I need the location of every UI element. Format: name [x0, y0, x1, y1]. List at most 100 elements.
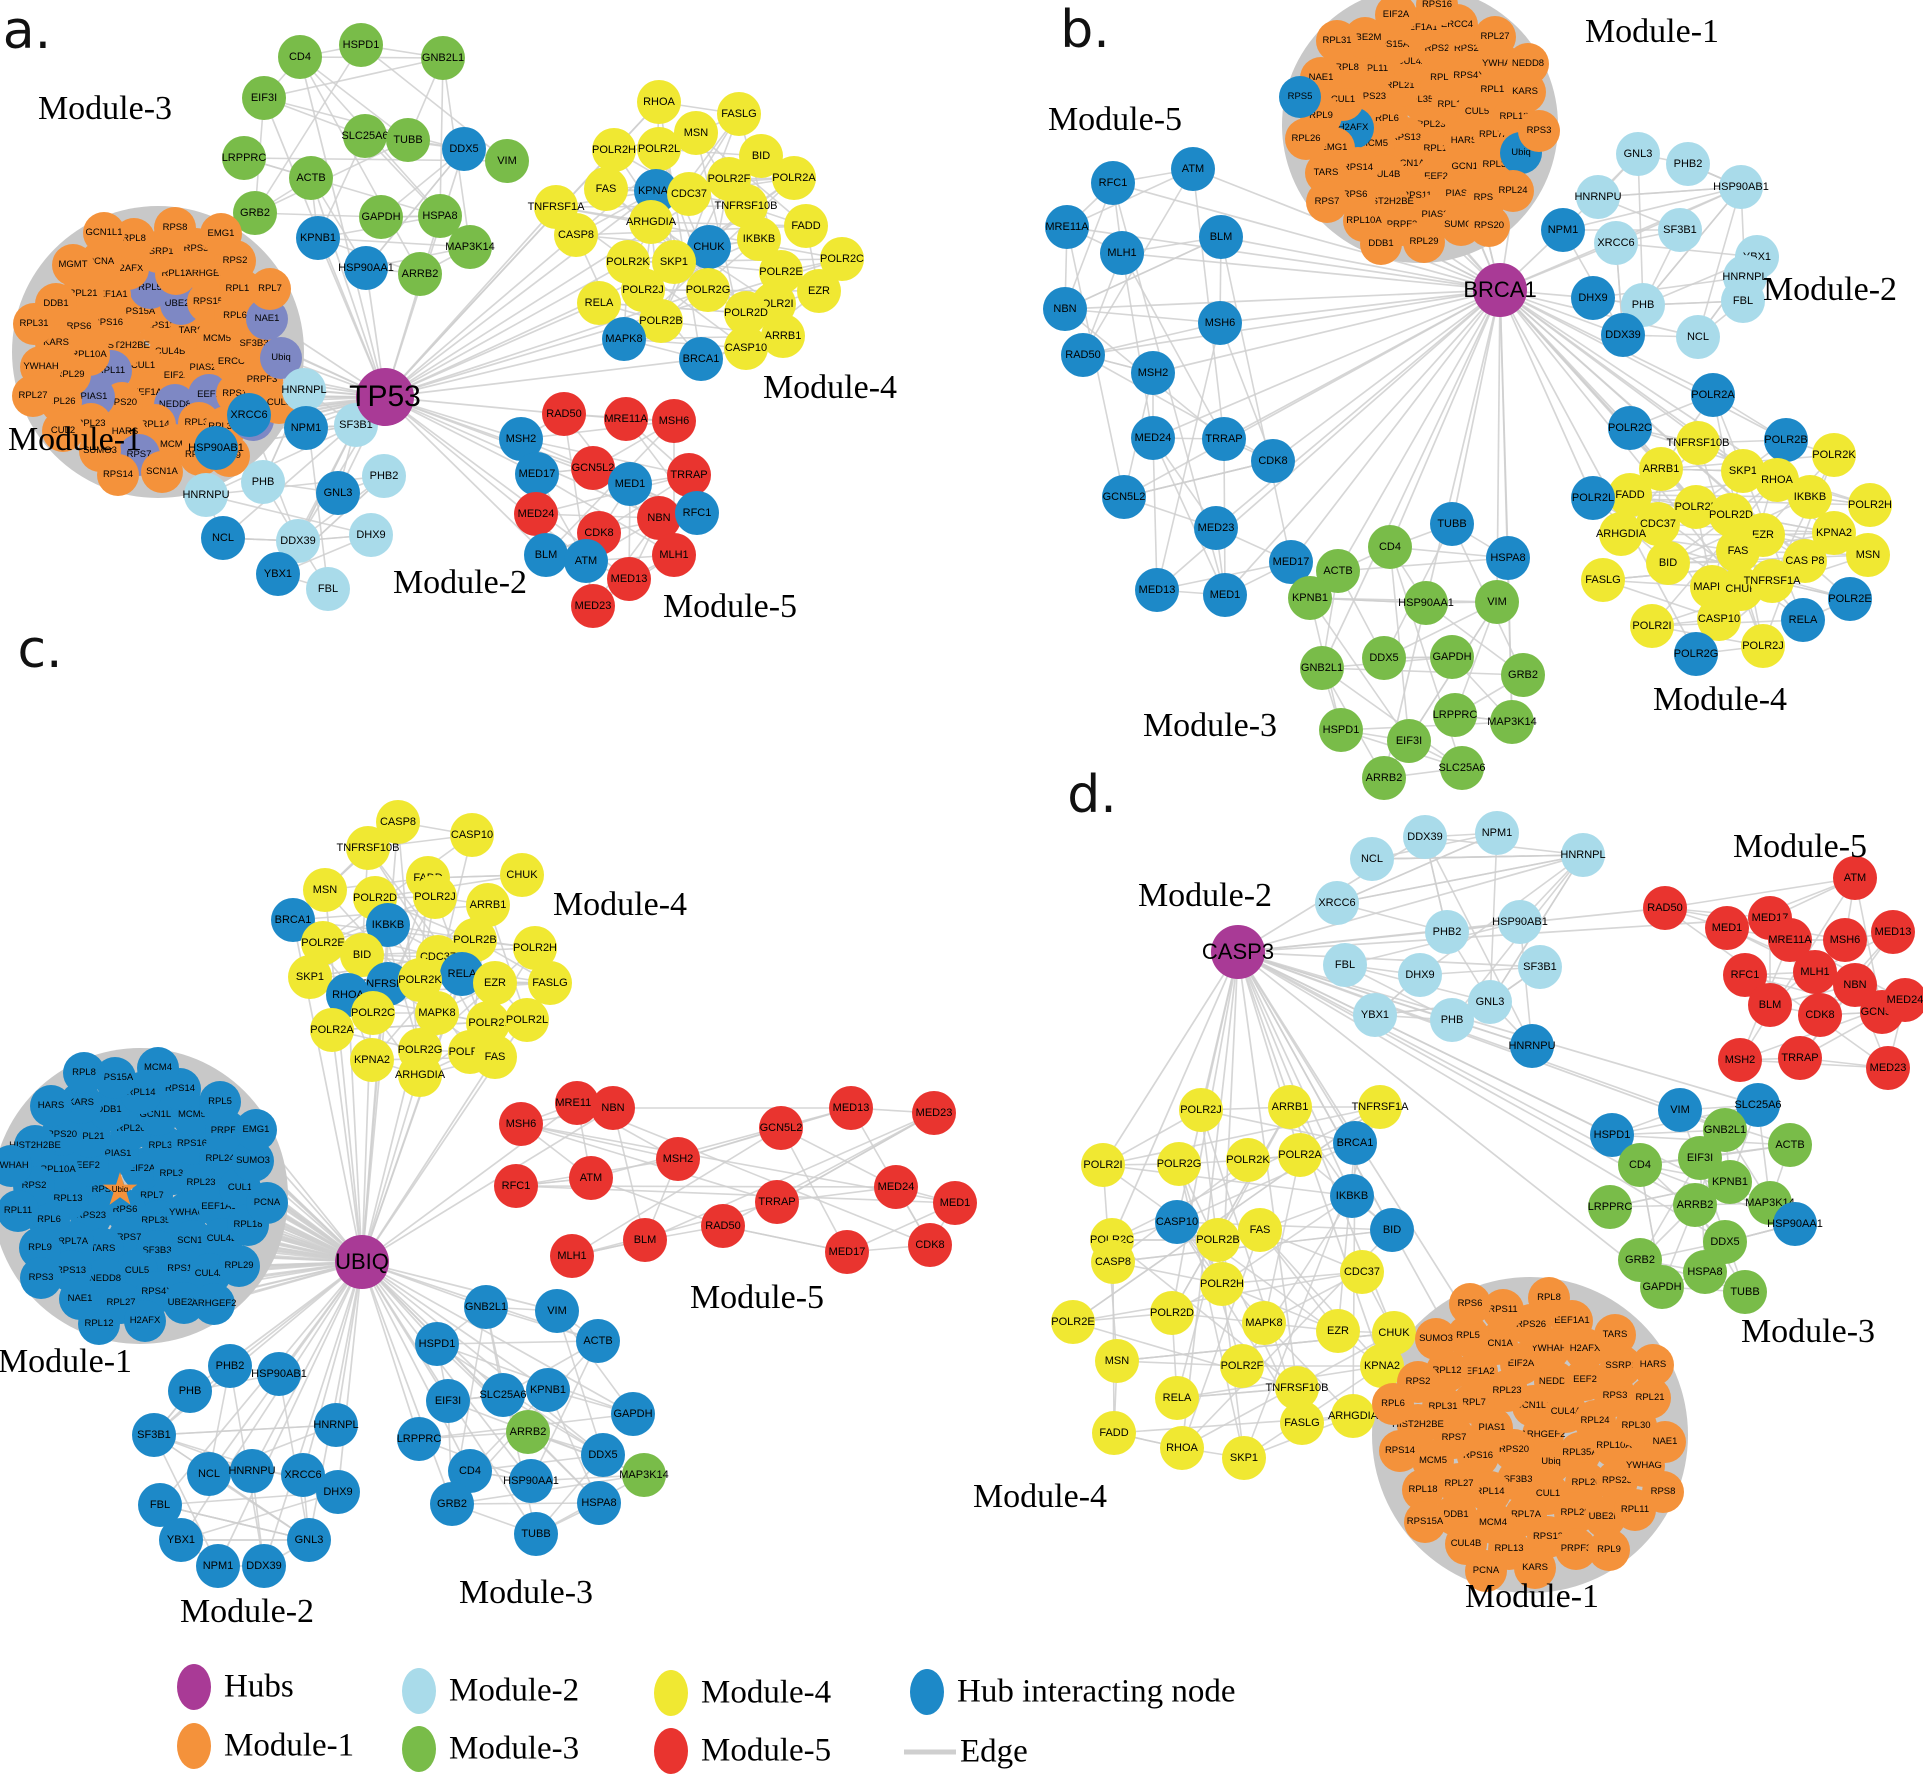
- node-b-MED23: MED23: [1194, 506, 1238, 550]
- node-c-NBN: NBN: [591, 1086, 635, 1130]
- edge: [322, 834, 473, 944]
- node-a-KPNB1: KPNB1: [296, 216, 340, 260]
- node-a-POLR2A: POLR2A: [772, 156, 816, 200]
- edge: [1321, 289, 1501, 669]
- edge: [254, 44, 362, 214]
- node-b-ARHGDIA: ARHGDIA: [1596, 512, 1646, 556]
- node-b-EIF2A: EIF2A: [1375, 0, 1417, 36]
- node-d-CDC37: CDC37: [1340, 1250, 1384, 1294]
- edge: [1237, 854, 1584, 953]
- edge: [361, 1261, 634, 1415]
- node-b-NBN: NBN: [1043, 287, 1087, 331]
- node-a-SLC25A6: SLC25A6: [341, 114, 389, 158]
- node-d-POLR2G: POLR2G: [1157, 1142, 1201, 1186]
- edge: [695, 132, 807, 227]
- node-d-HSP90AA1: HSP90AA1: [1767, 1202, 1823, 1246]
- node-c-MSH6: MSH6: [499, 1102, 543, 1146]
- edge: [1219, 289, 1501, 324]
- node-a-MAPK8: MAPK8: [602, 317, 646, 361]
- node-b-GRB2: GRB2: [1501, 653, 1545, 697]
- node-a-CASP8: CASP8: [554, 213, 598, 257]
- node-c-SF3B1: SF3B1: [132, 1413, 176, 1457]
- node-b-GNB2L1: GNB2L1: [1300, 646, 1344, 690]
- edge: [153, 1434, 310, 1541]
- node-b-SF3B1: SF3B1: [1658, 208, 1702, 252]
- node-a-MAP3K14: MAP3K14: [445, 225, 495, 269]
- legend-swatch-Module-3: [402, 1726, 436, 1772]
- node-d-EZR: EZR: [1316, 1309, 1360, 1353]
- node-d-KARS: KARS: [1514, 1547, 1556, 1589]
- edge: [1651, 479, 1778, 627]
- node-c-DDX39: DDX39: [242, 1544, 286, 1588]
- node-c-MSH2: MSH2: [656, 1137, 700, 1181]
- edge: [520, 1123, 778, 1203]
- node-d-RPS8: RPS8: [1642, 1471, 1684, 1513]
- node-c-KPNA2: KPNA2: [350, 1038, 394, 1082]
- node-a-POLR2B: POLR2B: [639, 299, 683, 343]
- node-a-FBL: FBL: [306, 567, 350, 611]
- node-d-MED24: MED24: [1883, 978, 1923, 1022]
- node-d-SUMO3: SUMO3: [1415, 1318, 1457, 1360]
- node-b-RPS7: RPS7: [1306, 181, 1348, 223]
- node-c-EIF3I: EIF3I: [426, 1379, 470, 1423]
- node-d-MAPK8: MAPK8: [1242, 1301, 1286, 1345]
- edge: [205, 494, 372, 536]
- legend-label-Hub-interacting-node: Hub interacting node: [957, 1673, 1236, 1710]
- module-title-d-Module-5: Module-5: [1732, 828, 1868, 865]
- edge: [1499, 289, 1787, 441]
- node-c-POLR2C: POLR2C: [351, 991, 395, 1035]
- node-b-RELA: RELA: [1781, 598, 1825, 642]
- node-c-EMG1: EMG1: [235, 1109, 277, 1151]
- node-d-ARRB1: ARRB1: [1268, 1085, 1312, 1129]
- node-b-CDC37: CDC37: [1636, 502, 1680, 546]
- edge: [1592, 276, 1746, 299]
- edge: [1243, 1106, 1381, 1459]
- node-b-POLR2I: POLR2I: [1630, 604, 1674, 648]
- node-b-HSP90AA1: HSP90AA1: [1398, 581, 1454, 625]
- node-b-TRRAP: TRRAP: [1202, 417, 1246, 461]
- legend-label-Module-4: Module-4: [701, 1674, 832, 1711]
- edge: [361, 1261, 453, 1505]
- node-a-PHB: PHB: [241, 460, 285, 504]
- edge: [1181, 951, 1239, 1449]
- edge: [361, 1261, 471, 1472]
- node-d-FBL: FBL: [1323, 943, 1367, 987]
- node-d-BID: BID: [1370, 1208, 1414, 1252]
- node-c-HSPD1: HSPD1: [415, 1322, 459, 1366]
- edge: [530, 1340, 599, 1482]
- legend-label-Module-5: Module-5: [701, 1732, 832, 1769]
- node-d-PHB: PHB: [1430, 998, 1474, 1042]
- module-title-b-Module-1: Module-1: [1584, 13, 1720, 50]
- edge: [1337, 289, 1501, 572]
- module-title-c-Module-2: Module-2: [179, 1593, 315, 1630]
- edge: [1152, 289, 1501, 439]
- panel-letter-a: a.: [2, 1, 52, 61]
- node-d-RPL6: RPL6: [1372, 1383, 1414, 1425]
- node-b-KPNB1: KPNB1: [1288, 576, 1332, 620]
- node-b-NEDD8: NEDD8: [1507, 43, 1549, 85]
- edge: [180, 1491, 339, 1541]
- node-a-MED13: MED13: [607, 557, 651, 601]
- node-d-POLR2F: POLR2F: [1220, 1344, 1264, 1388]
- node-c-FASLG: FASLG: [528, 961, 572, 1005]
- edge: [384, 396, 565, 415]
- edge: [1237, 951, 1641, 1166]
- edge: [520, 1123, 679, 1160]
- node-d-NPM1: NPM1: [1475, 811, 1519, 855]
- node-b-BLM: BLM: [1199, 215, 1243, 259]
- edge: [1340, 721, 1513, 731]
- node-b-MSN: MSN: [1846, 533, 1890, 577]
- node-c-TUBB: TUBB: [514, 1512, 558, 1556]
- module-title-a-Module-1: Module-1: [7, 421, 143, 458]
- panel-letter-b: b.: [1060, 0, 1110, 60]
- node-a-MED24: MED24: [514, 492, 558, 536]
- node-d-KPNA2: KPNA2: [1360, 1344, 1404, 1388]
- node-c-HSPA8: HSPA8: [577, 1481, 621, 1525]
- node-d-CDK8: CDK8: [1798, 993, 1842, 1037]
- edge: [159, 1504, 310, 1541]
- node-a-ATM: ATM: [564, 539, 608, 583]
- edge: [1123, 460, 1274, 498]
- node-a-GCN1L1: GCN1L1: [83, 212, 125, 254]
- node-a-GNB2L1: GNB2L1: [421, 36, 465, 80]
- node-a-SCN1A: SCN1A: [141, 451, 183, 493]
